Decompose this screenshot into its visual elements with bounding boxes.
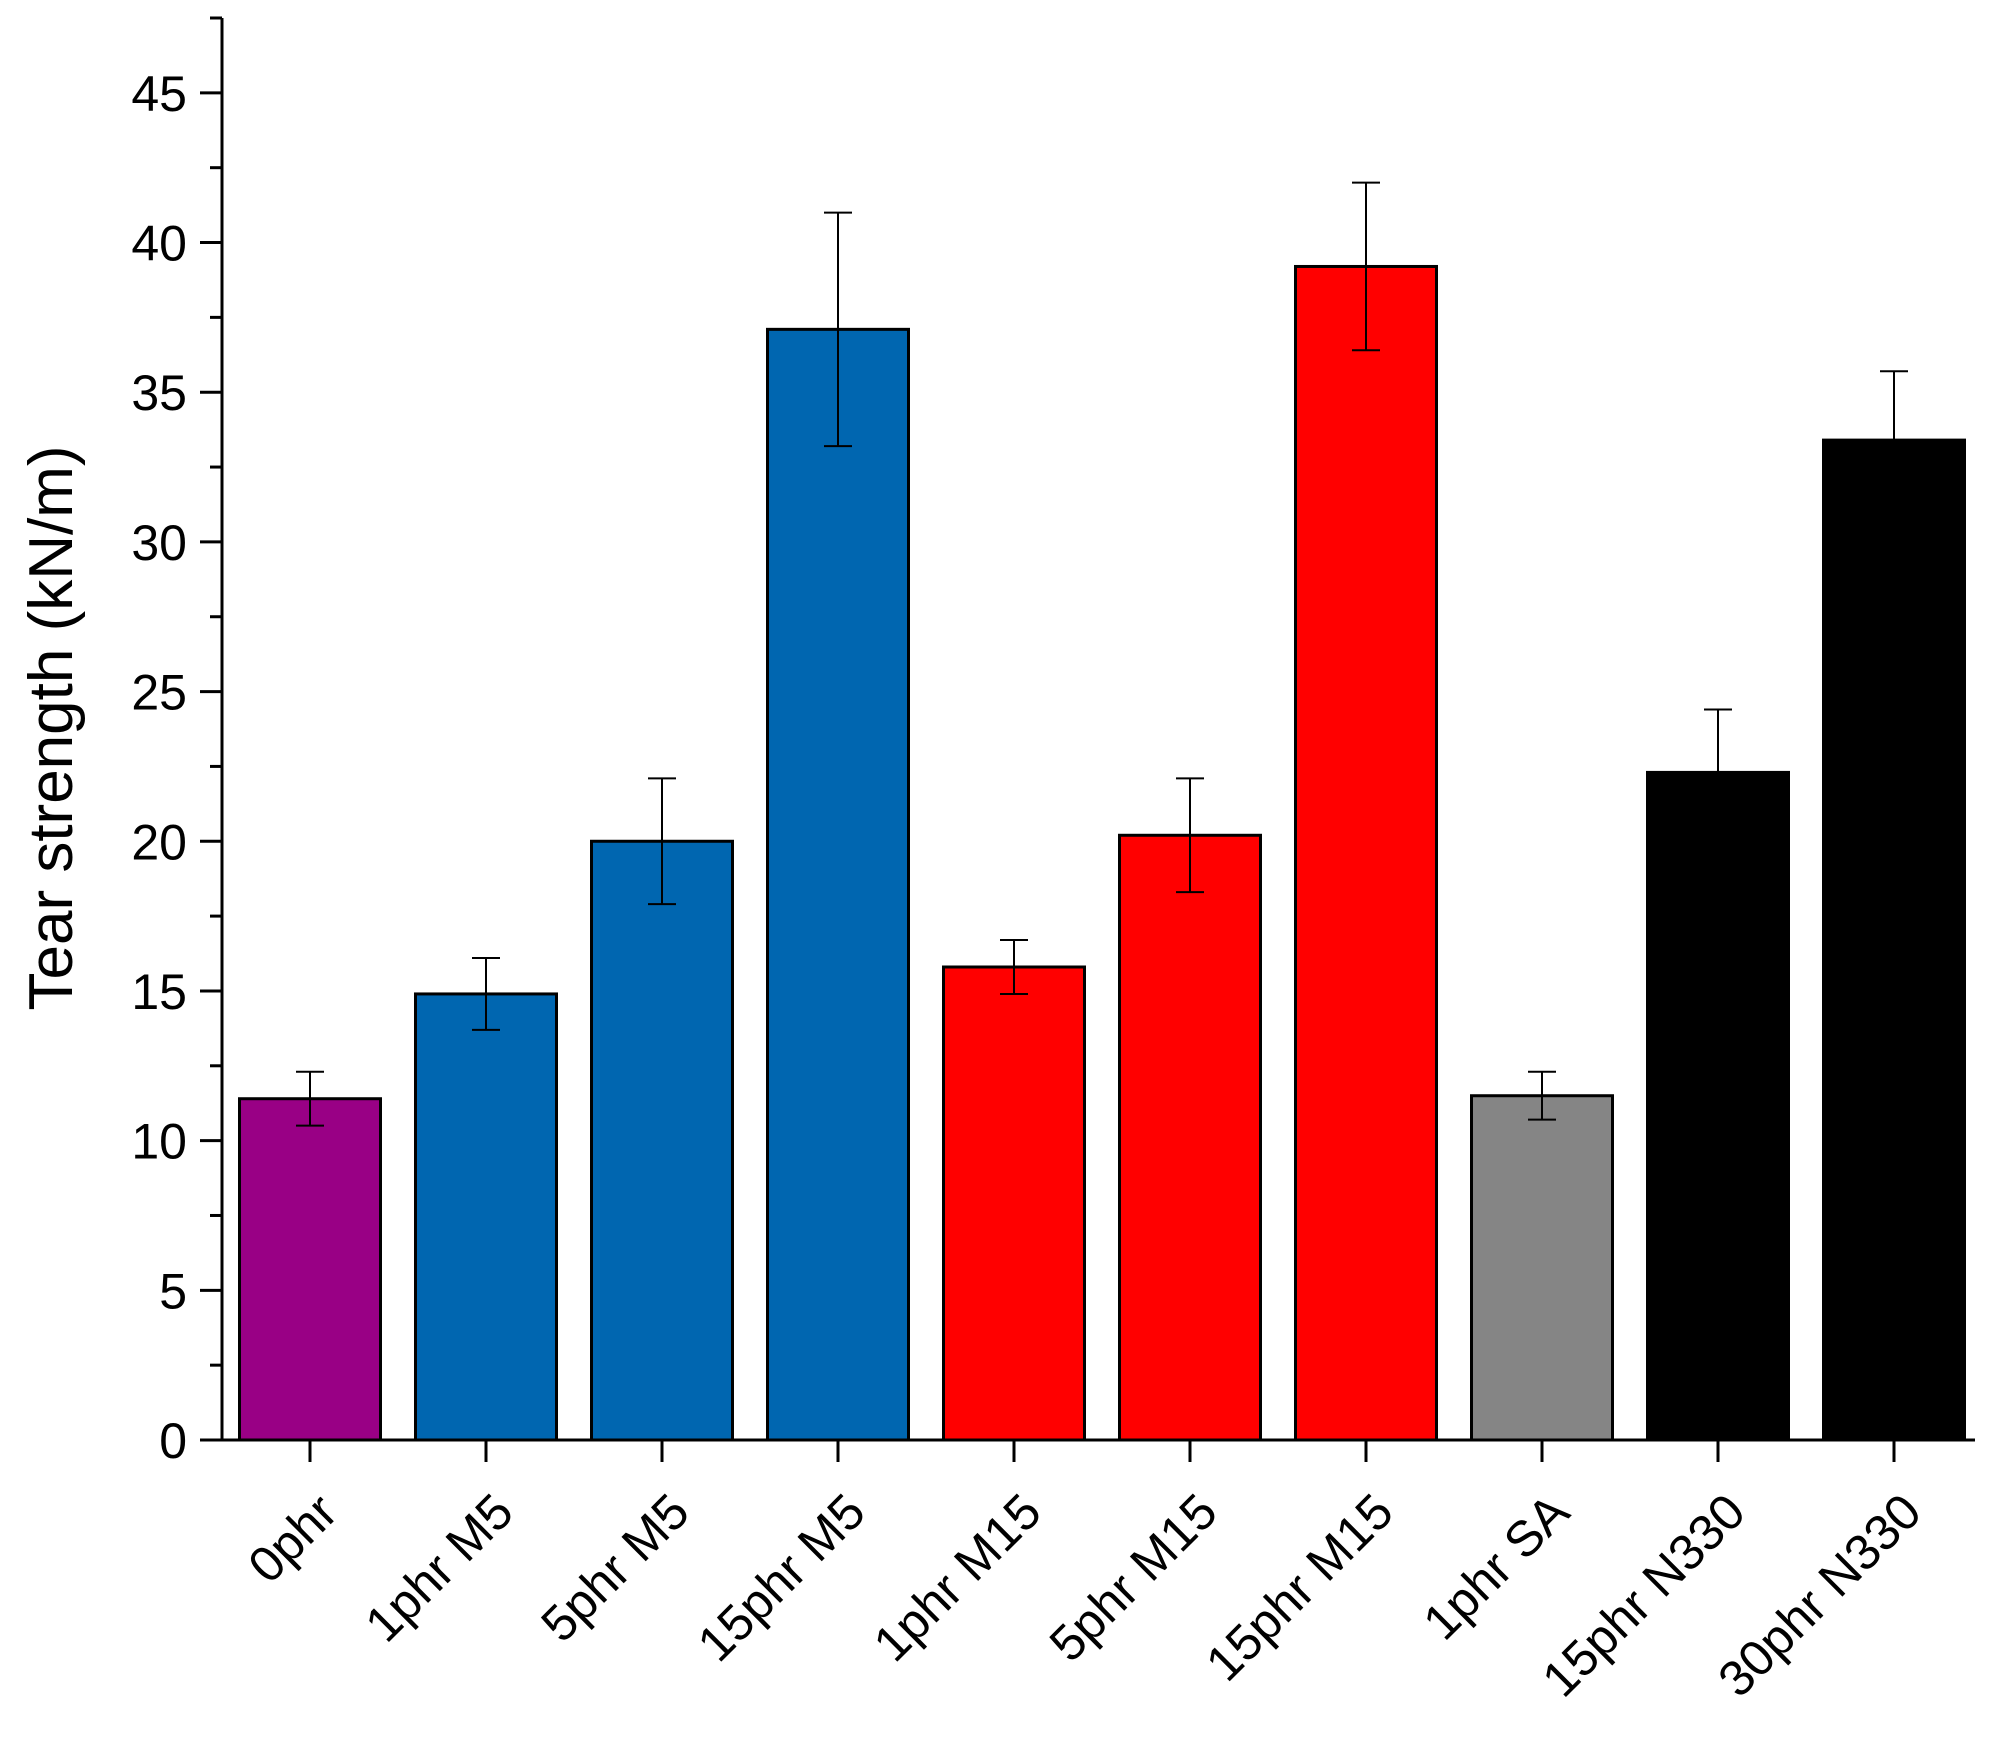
y-tick-label: 45	[131, 66, 187, 122]
x-category-label: 1phr SA	[1412, 1483, 1580, 1651]
x-category-label: 1phr M5	[354, 1483, 523, 1652]
y-tick-label: 15	[131, 964, 187, 1020]
bar	[238, 1097, 382, 1442]
x-category-label: 5phr M15	[1039, 1483, 1228, 1672]
error-bars-group	[296, 181, 1908, 1127]
bar	[414, 992, 558, 1442]
y-axis-title: Tear strength (kN/m)	[17, 445, 86, 1010]
bar	[590, 839, 734, 1442]
bar	[1118, 833, 1262, 1442]
y-tick-label: 20	[131, 814, 187, 870]
bar	[1646, 770, 1790, 1442]
bar	[1822, 438, 1966, 1442]
y-tick-label: 30	[131, 515, 187, 571]
x-category-label: 0phr	[237, 1483, 347, 1593]
bar	[1294, 264, 1438, 1442]
bars-group	[238, 264, 1966, 1442]
y-tick-label: 40	[131, 216, 187, 272]
y-tick-label: 5	[159, 1263, 187, 1319]
y-tick-label: 10	[131, 1114, 187, 1170]
x-category-label: 1phr M15	[863, 1483, 1052, 1672]
y-ticks-group: 0 5 10 15 20 25 30 35 40 45	[131, 16, 222, 1469]
x-category-label: 5phr M5	[530, 1483, 699, 1652]
y-tick-label: 35	[131, 365, 187, 421]
x-category-label: 15phr M15	[1195, 1483, 1404, 1692]
x-category-label: 15phr M5	[687, 1483, 876, 1672]
bar	[766, 327, 910, 1442]
bar	[1470, 1094, 1614, 1442]
axes-group	[220, 18, 1975, 1442]
y-tick-label: 0	[159, 1413, 187, 1469]
bar	[942, 965, 1086, 1442]
y-tick-label: 25	[131, 665, 187, 721]
